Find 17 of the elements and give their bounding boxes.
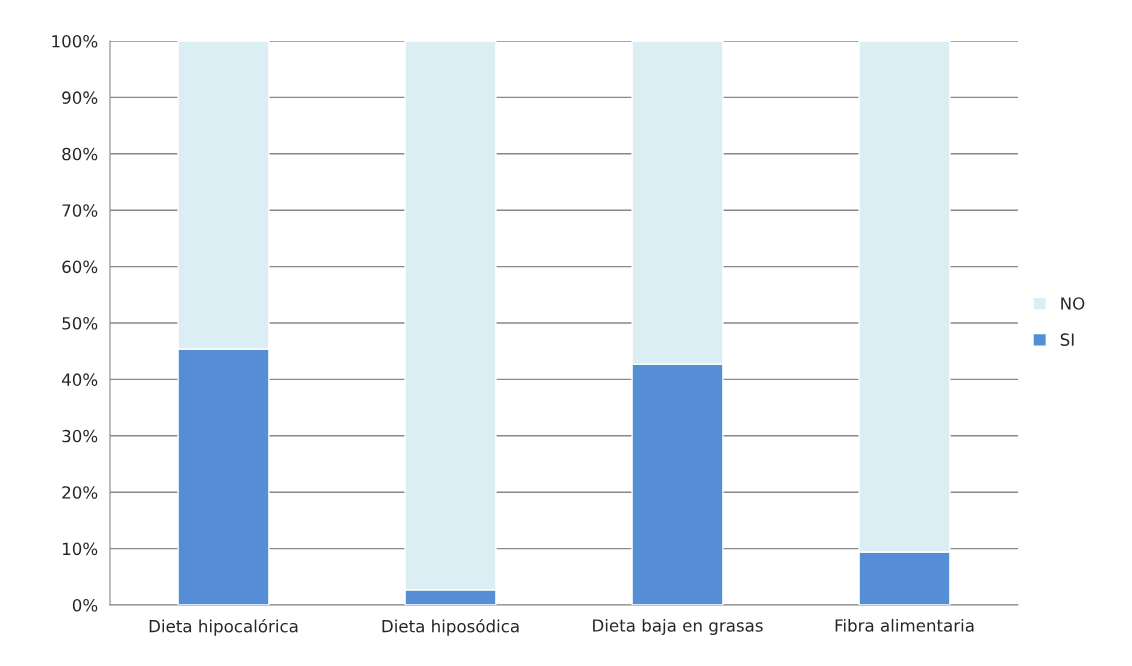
y-tick-label: 0%: [72, 598, 98, 612]
y-tick-label: 80%: [62, 147, 98, 161]
y-tick-label: 90%: [62, 91, 98, 104]
y-tick-label: 60%: [62, 260, 98, 274]
y-tick-label: 50%: [62, 316, 98, 330]
x-tick-label: Dieta hiposódica: [382, 618, 519, 636]
y-tick-label: 100%: [52, 34, 98, 48]
legend-label: SI: [1060, 333, 1074, 346]
y-tick-label: 30%: [62, 429, 98, 443]
legend-label: NO: [1061, 297, 1085, 310]
y-tick-label: 10%: [62, 542, 98, 556]
x-tick-label: Dieta hipocalórica: [149, 618, 298, 636]
x-tick-label: Fibra alimentaria: [835, 618, 974, 632]
y-tick-label: 20%: [62, 486, 98, 499]
y-tick-label: 70%: [62, 204, 98, 217]
x-tick-label: Dieta baja en grasas: [593, 618, 763, 636]
y-tick-label: 40%: [61, 373, 98, 386]
